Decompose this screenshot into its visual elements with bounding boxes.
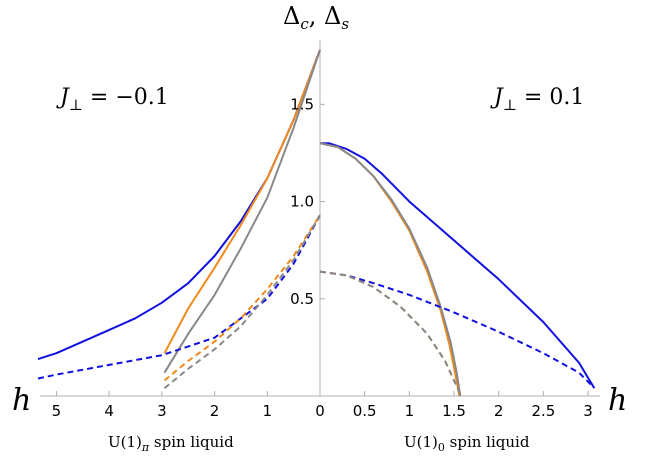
right-bottom-label-rest: spin liquid (445, 433, 530, 451)
right-x-tick-label-1: 0.5 (353, 402, 377, 420)
right-bottom-label-sub: 0 (438, 441, 445, 454)
right-bottom-label-u1: U(1) (404, 433, 438, 451)
right-x-tick-label-3: 1.5 (442, 402, 466, 420)
right-bottom-label: U(1)0 spin liquid (404, 433, 530, 454)
right-annotation: J⊥ = 0.1 (490, 85, 584, 114)
left-bottom-label: U(1)π spin liquid (108, 433, 234, 454)
right-annotation-sub: ⊥ (503, 96, 517, 114)
y-axis-title-sub-c: c (300, 15, 309, 33)
left-bottom-label-rest: spin liquid (149, 433, 234, 451)
left-annotation-j: J (56, 85, 70, 110)
right-x-tick-label-6: 3 (583, 402, 593, 420)
y-axis-title-sep: , Δ (309, 2, 342, 30)
right-x-tick-label-4: 2 (494, 402, 504, 420)
left-x-axis-label: h (12, 383, 31, 418)
left-bottom-label-sub: π (141, 441, 150, 454)
right-x-tick-label-5: 2.5 (531, 402, 555, 420)
y-axis-title-sub-s: s (341, 15, 349, 33)
left-x-tick-label-3: 2 (210, 402, 220, 420)
left-annotation-value: = −0.1 (83, 85, 169, 110)
right-x-tick-label-0: 0 (315, 402, 325, 420)
y-axis-title: Δc, Δs (283, 2, 349, 33)
left-series-2-solid (163, 49, 321, 374)
left-x-tick-label-2: 3 (157, 402, 167, 420)
y-axis-title-delta-c: Δ (283, 2, 300, 30)
tick-layer: 5 4 3 2 1 0 0.5 1 1.5 2 2.5 3 0.5 1.0 1.5 (52, 95, 593, 420)
left-series-1-solid (163, 49, 321, 354)
left-annotation-sub: ⊥ (69, 96, 83, 114)
series-layer (37, 49, 596, 397)
left-annotation: J⊥ = −0.1 (56, 85, 169, 114)
left-bottom-label-u1: U(1) (108, 433, 142, 451)
right-series-5-dashed (319, 270, 463, 397)
left-series-3-dashed (37, 214, 321, 380)
left-x-tick-label-1: 4 (104, 402, 114, 420)
right-x-axis-label: h (608, 383, 627, 418)
left-x-tick-label-4: 1 (263, 402, 273, 420)
right-series-0-solid (320, 142, 596, 389)
left-x-tick-label-0: 5 (52, 402, 62, 420)
right-annotation-value: = 0.1 (517, 85, 584, 110)
left-series-5-dashed (163, 214, 321, 389)
right-series-2-solid (319, 142, 462, 397)
y-tick-label-0: 0.5 (290, 290, 314, 308)
left-series-4-dashed (163, 214, 321, 382)
y-tick-label-1: 1.0 (290, 193, 314, 211)
right-annotation-j: J (490, 85, 504, 110)
right-x-tick-label-2: 1 (405, 402, 415, 420)
right-series-3-dashed (319, 270, 594, 388)
right-series-4-dashed (319, 270, 463, 397)
y-tick-label-2: 1.5 (290, 95, 314, 113)
